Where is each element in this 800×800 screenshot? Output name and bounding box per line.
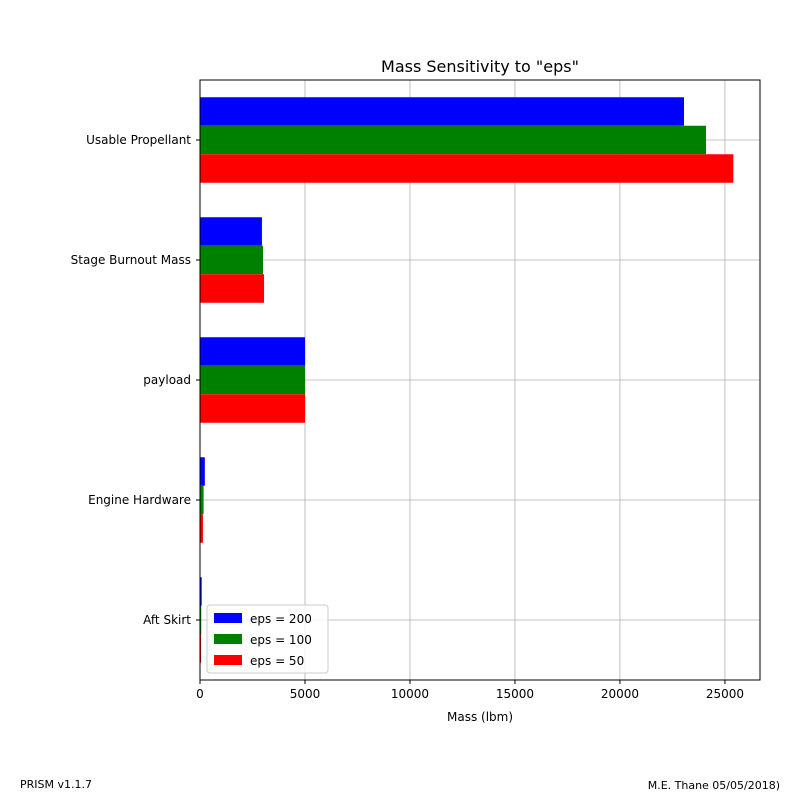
x-tick-label: 5000: [290, 687, 321, 701]
bar: [200, 577, 202, 606]
x-tick-label: 0: [196, 687, 204, 701]
bar: [200, 154, 734, 183]
legend-label: eps = 100: [250, 633, 312, 647]
bar: [200, 634, 202, 663]
y-ticks: Usable Propellant Stage Burnout Mass paylo…: [71, 133, 200, 627]
x-tick-label: 20000: [601, 687, 639, 701]
bar: [200, 514, 203, 543]
bar: [200, 365, 305, 395]
legend-label: eps = 50: [250, 654, 304, 668]
legend-swatch: [214, 634, 242, 644]
chart-title: Mass Sensitivity to "eps": [381, 57, 579, 76]
y-tick-label: payload: [143, 373, 191, 387]
bar: [200, 485, 204, 515]
legend-label: eps = 200: [250, 612, 312, 626]
bar: [200, 274, 265, 303]
x-tick-label: 25000: [706, 687, 744, 701]
y-tick-label: Engine Hardware: [88, 493, 191, 507]
y-tick-label: Usable Propellant: [86, 133, 191, 147]
bar: [200, 394, 305, 423]
x-tick-label: 10000: [391, 687, 429, 701]
y-tick-label: Stage Burnout Mass: [71, 253, 191, 267]
legend-swatch: [214, 655, 242, 665]
footer-version: PRISM v1.1.7: [20, 778, 92, 791]
bar: [200, 125, 707, 155]
legend-swatch: [214, 613, 242, 623]
x-tick-label: 15000: [496, 687, 534, 701]
bar: [200, 217, 262, 246]
legend: eps = 200 eps = 100 eps = 50: [206, 604, 329, 674]
bar: [200, 457, 205, 486]
x-axis-label: Mass (lbm): [447, 710, 513, 724]
bar: [200, 97, 684, 126]
x-ticks: 0 5000 10000 15000 20000 25000: [196, 680, 744, 701]
bars: [200, 97, 734, 663]
footer-author-date: M.E. Thane 05/05/2018): [647, 779, 780, 792]
bar: [200, 245, 263, 275]
bar: [200, 605, 202, 635]
bar: [200, 337, 305, 366]
y-tick-label: Aft Skirt: [143, 613, 191, 627]
